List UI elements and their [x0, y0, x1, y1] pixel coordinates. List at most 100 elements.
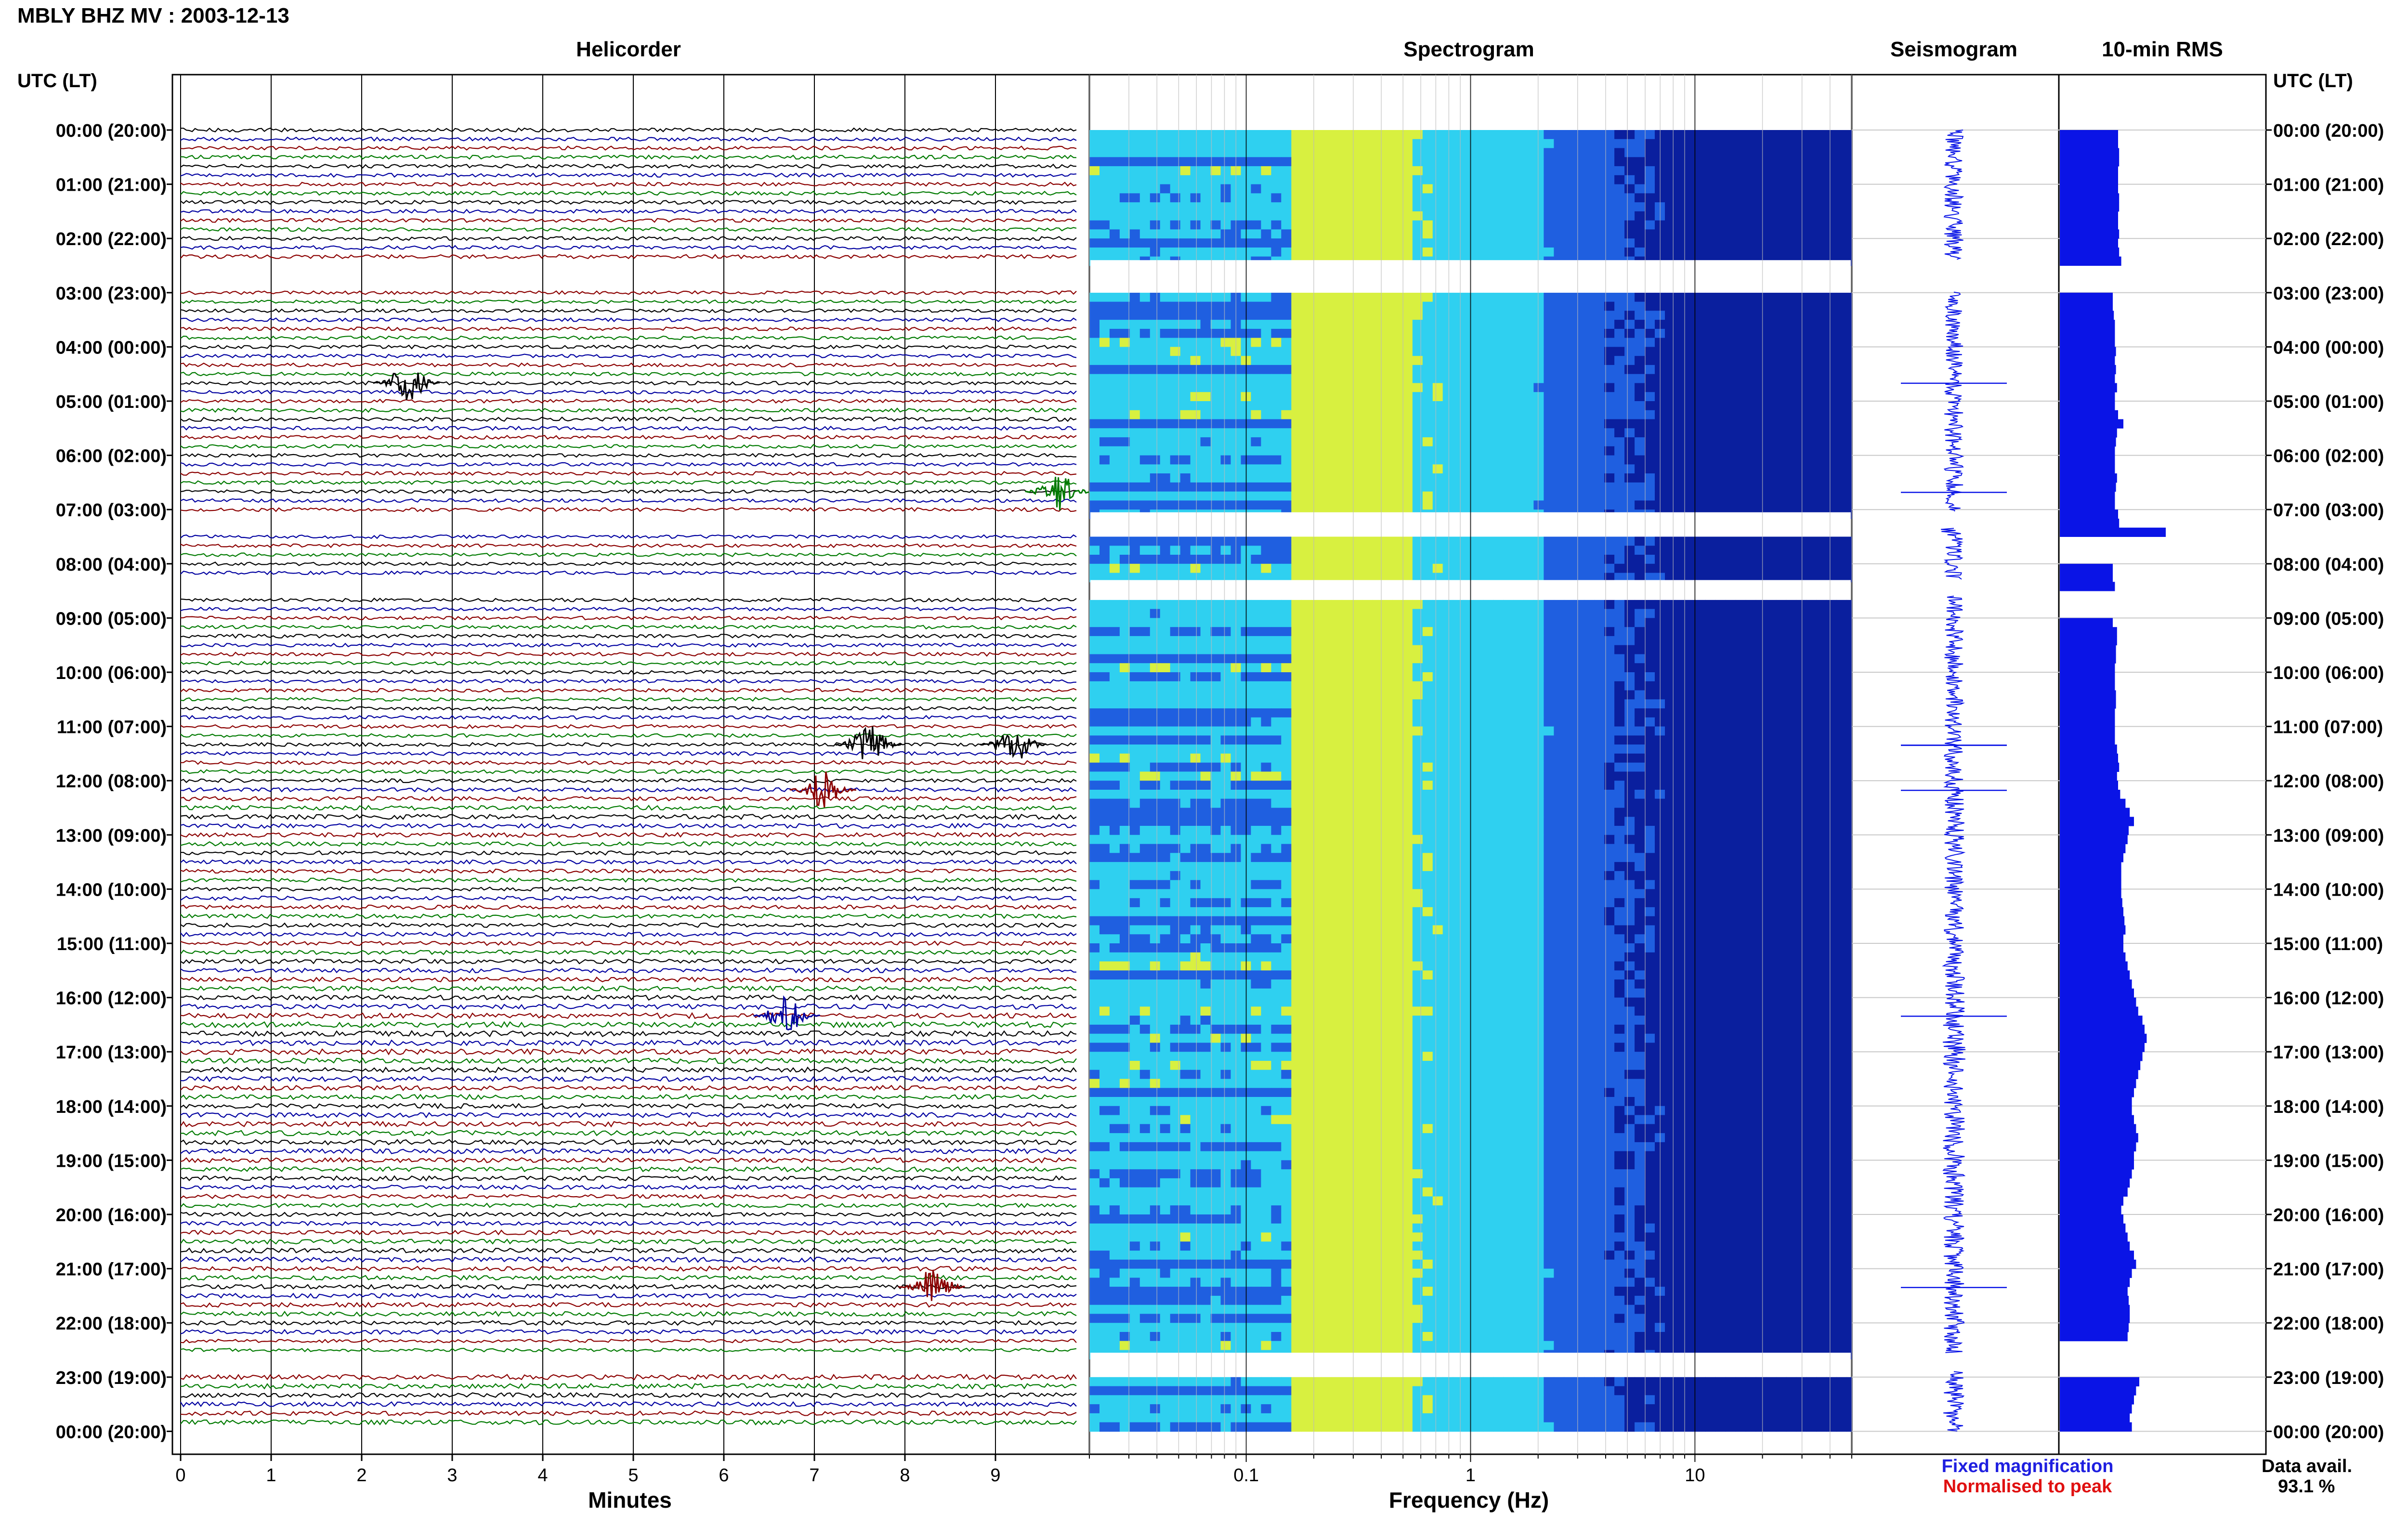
hour-label-right: 12:00 (08:00)	[2273, 771, 2384, 792]
spectrogram-cell	[1291, 691, 1302, 700]
spectrogram-cell	[1191, 600, 1201, 610]
spectrogram-cell	[1413, 311, 1423, 320]
spectrogram-cell	[1281, 338, 1292, 348]
helicorder-trace	[181, 435, 1076, 439]
spectrogram-cell	[1332, 401, 1342, 411]
spectrogram-cell	[1443, 609, 1453, 619]
spectrogram-cell	[1715, 708, 1726, 718]
spectrogram-cell	[1251, 483, 1261, 492]
spectrogram-cell	[1453, 428, 1464, 438]
spectrogram-cell	[1342, 383, 1352, 393]
spectrogram-cell	[1614, 184, 1625, 194]
spectrogram-cell	[1685, 699, 1696, 709]
spectrogram-cell	[1554, 193, 1564, 203]
spectrogram-cell	[1281, 211, 1292, 221]
spectrogram-cell	[1413, 708, 1423, 718]
spectrogram-cell	[1786, 708, 1797, 718]
spectrogram-cell	[1806, 401, 1817, 411]
spectrogram-cell	[1160, 211, 1171, 221]
spectrogram-cell	[1463, 464, 1474, 474]
spectrogram-cell	[1170, 184, 1181, 194]
helicorder-trace	[181, 625, 1076, 629]
spectrogram-cell	[1160, 148, 1171, 158]
spectrogram-cell	[1483, 672, 1494, 682]
spectrogram-cell	[1685, 248, 1696, 257]
spectrogram-cell	[1766, 699, 1777, 709]
spectrogram-cell	[1756, 374, 1767, 384]
spectrogram-cell	[1624, 410, 1635, 420]
spectrogram-cell	[1170, 356, 1181, 365]
spectrogram-cell	[1645, 193, 1655, 203]
spectrogram-cell	[1736, 428, 1746, 438]
hour-label-left: 23:00 (19:00)	[56, 1368, 167, 1388]
spectrogram-cell	[1695, 148, 1706, 158]
spectrogram-cell	[1342, 184, 1352, 194]
spectrogram-cell	[1544, 492, 1554, 501]
spectrogram-cell	[1271, 130, 1282, 140]
spectrogram-cell	[1453, 437, 1464, 447]
spectrogram-cell	[1574, 555, 1584, 564]
spectrogram-cell	[1191, 564, 1201, 574]
spectrogram-cell	[1150, 744, 1161, 754]
spectrogram-cell	[1635, 311, 1645, 320]
spectrogram-cell	[1423, 166, 1433, 176]
spectrogram-cell	[1099, 347, 1110, 356]
spectrogram-cell	[1221, 229, 1231, 239]
spectrogram-cell	[1695, 383, 1706, 393]
spectrogram-cell	[1766, 320, 1777, 329]
spectrogram-cell	[1301, 139, 1312, 149]
spectrogram-cell	[1645, 727, 1655, 736]
spectrogram-cell	[1402, 446, 1413, 456]
spectrogram-cell	[1705, 365, 1716, 375]
spectrogram-cell	[1816, 392, 1827, 402]
spectrogram-cell	[1251, 708, 1261, 718]
spectrogram-cell	[1796, 320, 1807, 329]
spectrogram-cell	[1806, 157, 1817, 167]
spectrogram-cell	[1089, 229, 1100, 239]
spectrogram-cell	[1504, 708, 1514, 718]
spectrogram-cell	[1564, 329, 1574, 339]
spectrogram-cell	[1251, 211, 1261, 221]
spectrogram-cell	[1160, 428, 1171, 438]
spectrogram-cell	[1413, 483, 1423, 492]
spectrogram-cell	[1332, 320, 1342, 329]
spectrogram-cell	[1362, 410, 1373, 420]
spectrogram-cell	[1261, 293, 1271, 302]
spectrogram-cell	[1645, 293, 1655, 302]
spectrogram-cell	[1584, 645, 1595, 655]
spectrogram-cell	[1705, 564, 1716, 574]
spectrogram-cell	[1301, 383, 1312, 393]
spectrogram-cell	[1160, 202, 1171, 212]
spectrogram-cell	[1483, 148, 1494, 158]
spectrogram-cell	[1564, 492, 1574, 501]
spectrogram-cell	[1816, 410, 1827, 420]
spectrogram-cell	[1806, 564, 1817, 574]
spectrogram-cell	[1786, 663, 1797, 673]
spectrogram-cell	[1665, 618, 1675, 627]
spectrogram-cell	[1614, 473, 1625, 483]
spectrogram-cell	[1473, 717, 1484, 727]
spectrogram-cell	[1332, 500, 1342, 510]
spectrogram-cell	[1564, 437, 1574, 447]
spectrogram-cell	[1695, 193, 1706, 203]
spectrogram-cell	[1473, 555, 1484, 564]
spectrogram-cell	[1191, 356, 1201, 365]
spectrogram-cell	[1846, 166, 1852, 176]
spectrogram-cell	[1473, 166, 1484, 176]
spectrogram-cell	[1271, 537, 1282, 547]
spectrogram-cell	[1675, 618, 1686, 627]
helicorder-trace	[181, 706, 1076, 710]
spectrogram-cell	[1311, 546, 1322, 555]
spectrogram-cell	[1685, 600, 1696, 610]
spectrogram-cell	[1736, 464, 1746, 474]
spectrogram-cell	[1624, 708, 1635, 718]
spectrogram-cell	[1130, 184, 1140, 194]
spectrogram-cell	[1645, 157, 1655, 167]
spectrogram-cell	[1726, 446, 1736, 456]
spectrogram-cell	[1382, 717, 1393, 727]
spectrogram-cell	[1675, 537, 1686, 547]
helicorder-trace	[181, 345, 1076, 349]
hour-label-right: 18:00 (14:00)	[2273, 1097, 2384, 1117]
spectrogram-cell	[1261, 130, 1271, 140]
spectrogram-cell	[1089, 727, 1100, 736]
